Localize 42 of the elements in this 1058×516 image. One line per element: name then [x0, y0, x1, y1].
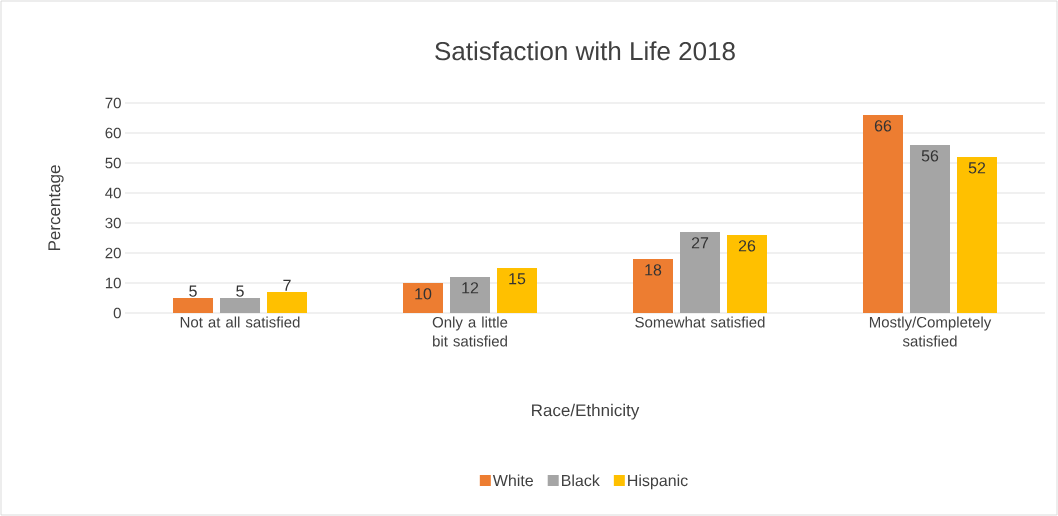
legend-label: Hispanic — [628, 474, 688, 490]
data-label: 7 — [283, 279, 291, 291]
chart-title: Satisfaction with Life 2018 — [435, 41, 735, 61]
y-tick-label: 30 — [105, 217, 121, 229]
y-tick-label: 70 — [105, 97, 121, 109]
data-label: 52 — [968, 162, 986, 174]
data-label: 66 — [874, 120, 892, 132]
bar — [267, 291, 308, 313]
y-axis-title: Percentage — [48, 165, 64, 251]
y-tick-label: 60 — [105, 127, 121, 139]
y-tick-label: 50 — [105, 157, 121, 169]
data-label: 27 — [691, 237, 709, 249]
y-tick-label: 40 — [105, 187, 121, 199]
data-label: 15 — [509, 273, 526, 285]
x-tick-label: Mostly/Completely satisfied — [869, 316, 992, 347]
data-label: 26 — [738, 240, 756, 252]
data-label: 5 — [189, 285, 197, 297]
x-tick-label: Only a little bit satisfied — [432, 316, 508, 347]
x-tick-label: Somewhat satisfied — [635, 316, 765, 328]
legend-label: White — [492, 474, 533, 487]
bar — [497, 267, 537, 313]
y-tick-label: 0 — [113, 307, 121, 319]
data-label: 12 — [462, 282, 479, 294]
bar — [173, 297, 214, 313]
x-tick-label: Not at all satisfied — [180, 316, 300, 328]
bar — [633, 258, 673, 313]
bar — [909, 145, 950, 313]
data-label: 10 — [415, 288, 432, 300]
y-tick-label: 10 — [105, 277, 121, 289]
legend-label: Black — [562, 474, 600, 487]
bar — [727, 234, 767, 313]
y-tick-label: 20 — [105, 247, 121, 259]
bar — [680, 231, 720, 313]
bar — [220, 297, 261, 313]
data-label: 5 — [236, 285, 244, 297]
data-label: 56 — [921, 150, 939, 162]
bar — [863, 115, 903, 313]
x-axis-title: Race/Ethnicity — [532, 403, 640, 420]
bar — [450, 276, 490, 313]
data-label: 18 — [645, 264, 662, 276]
bar — [403, 282, 443, 313]
bar — [957, 157, 997, 313]
